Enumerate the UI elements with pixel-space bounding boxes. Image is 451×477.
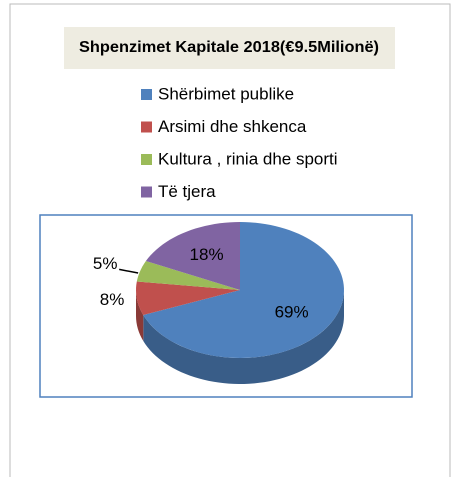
page-frame: [9, 3, 451, 477]
legend-swatch: [141, 89, 152, 100]
data-label: 8%: [100, 290, 125, 309]
chart-title: Shpenzimet Kapitale 2018(€9.5Milionë): [79, 39, 379, 56]
leader-line: [119, 268, 139, 274]
pie-slice: [136, 281, 240, 316]
pie-slice: [136, 261, 240, 290]
legend-label: Të tjera: [158, 182, 216, 201]
legend-label: Kultura , rinia dhe sporti: [158, 149, 338, 168]
legend-label: Arsimi dhe shkenca: [158, 117, 307, 136]
plot-frame: [39, 214, 413, 398]
pie-slice: [145, 222, 240, 290]
legend-swatch: [141, 121, 152, 133]
data-label: 69%: [275, 302, 309, 321]
data-label: 5%: [93, 254, 118, 273]
legend-label: Shërbimet publike: [158, 84, 294, 103]
title-box: [64, 27, 395, 69]
pie-side: [136, 290, 144, 342]
legend-swatch: [141, 154, 152, 165]
pie-side: [143, 290, 344, 384]
legend-swatch: [141, 186, 152, 198]
data-label: 18%: [190, 245, 224, 264]
pie-slice: [143, 222, 344, 358]
